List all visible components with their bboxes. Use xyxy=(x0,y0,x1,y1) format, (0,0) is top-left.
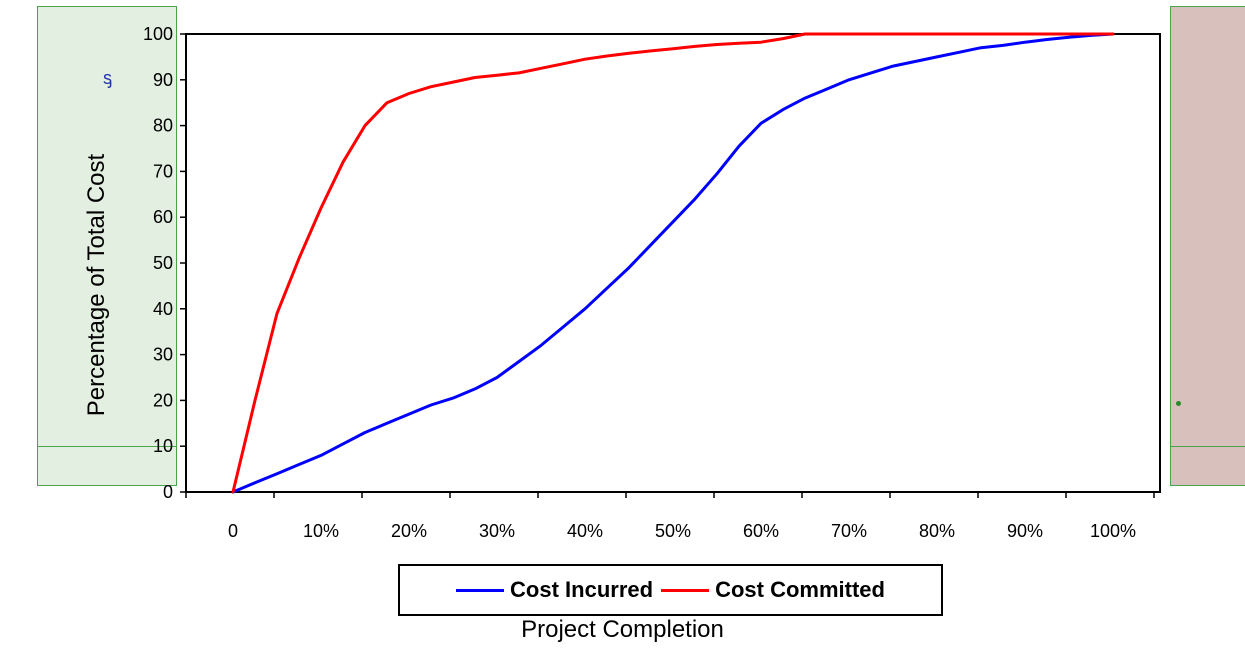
y-tick-label: 90 xyxy=(153,70,173,90)
legend-label-cost-committed: Cost Committed xyxy=(715,577,885,602)
plot-area: 0 10 20 30 40 50 60 70 80 90 100 0 10% 20% 30% 40% 50% 60… xyxy=(143,24,1161,541)
legend-item-cost-committed: Cost Committed xyxy=(661,577,885,603)
x-tick-label: 60% xyxy=(743,521,779,541)
legend-swatch-cost-incurred xyxy=(456,588,505,592)
series-line-cost-incurred xyxy=(231,32,1115,494)
series-line-cost-committed xyxy=(231,32,1115,494)
plot-frame xyxy=(185,33,1161,493)
y-tick-label: 40 xyxy=(153,299,173,319)
y-tick-label: 80 xyxy=(153,116,173,136)
background-panel-right xyxy=(1170,6,1245,486)
legend-label-cost-incurred: Cost Incurred xyxy=(510,577,654,602)
y-tick-label: 100 xyxy=(143,24,173,44)
x-tick-label: 70% xyxy=(831,521,867,541)
background-divider-right xyxy=(1170,446,1245,447)
x-tick-label: 40% xyxy=(567,521,603,541)
line-chart: 0 10 20 30 40 50 60 70 80 90 100 0 10% 20% 30% 40% 50% 60… xyxy=(143,24,1161,541)
chart-legend: Cost Incurred Cost Committed xyxy=(398,564,943,616)
y-tick-label: 20 xyxy=(153,390,173,410)
y-axis-title: Percentage of Total Cost xyxy=(83,153,110,417)
x-tick-label: 0 xyxy=(228,521,238,541)
y-tick-label: 50 xyxy=(153,253,173,273)
legend-swatch-cost-committed xyxy=(661,588,710,592)
x-axis-title: Project Completion xyxy=(521,616,724,643)
x-tick-label: 80% xyxy=(919,521,955,541)
y-tick-label: 30 xyxy=(153,345,173,365)
x-tick-label: 90% xyxy=(1007,521,1043,541)
y-tick-label: 70 xyxy=(153,161,173,181)
background-glyph-fragment: ᶊ xyxy=(103,68,112,88)
x-tick-label: 50% xyxy=(655,521,691,541)
x-tick-label: 30% xyxy=(479,521,515,541)
background-panel-left xyxy=(37,6,177,486)
background-divider-left xyxy=(37,446,177,447)
y-tick-label: 60 xyxy=(153,207,173,227)
y-tick-label: 10 xyxy=(153,436,173,456)
y-tick-label: 0 xyxy=(163,482,173,502)
x-tick-label: 100% xyxy=(1090,521,1136,541)
x-tick-label: 10% xyxy=(303,521,339,541)
x-tick-label: 20% xyxy=(391,521,427,541)
legend-item-cost-incurred: Cost Incurred xyxy=(456,577,653,603)
background-marker-dot xyxy=(1176,401,1181,406)
